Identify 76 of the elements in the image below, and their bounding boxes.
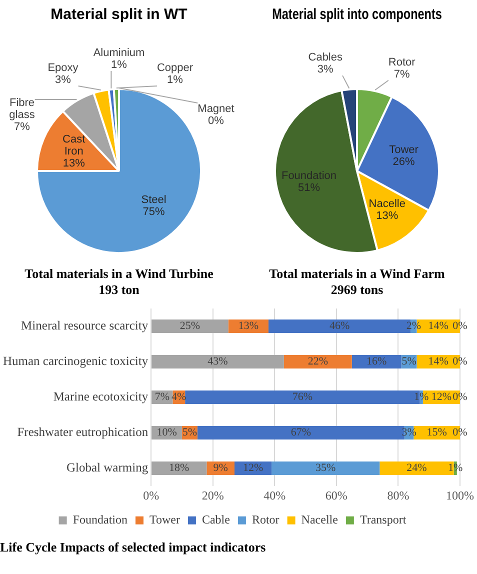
data-label: 10%: [156, 426, 177, 439]
y-tick-label: Human carcinogenic toxicity: [2, 354, 149, 368]
data-label: 5%: [182, 426, 198, 439]
slice-label: Cables: [308, 52, 343, 64]
data-label: 1%: [111, 59, 128, 72]
data-label: 0%: [452, 426, 468, 439]
slice-label: Foundation: [281, 170, 337, 182]
data-label: 3%: [317, 64, 334, 76]
x-tick-label: 0%: [143, 488, 160, 502]
bar: [272, 461, 380, 476]
x-tick-label: 40%: [264, 488, 286, 502]
y-tick-label: Global warming: [66, 460, 149, 475]
data-label: 1%: [167, 74, 184, 86]
bar: [284, 354, 352, 369]
category-label: Magnet: [198, 103, 234, 116]
text: Total materials in a Wind Farm 2969 tons: [268, 266, 446, 298]
data-label: 7%: [14, 121, 30, 134]
slice-label: Cast Iron: [62, 133, 86, 158]
slice-label: Tower: [389, 144, 419, 156]
data-label: 7%: [394, 68, 410, 80]
legend-label: Rotor: [252, 512, 280, 527]
data-label: 13%: [238, 320, 258, 332]
y-tick-label: Marine ecotoxicity: [53, 390, 149, 404]
legend-label: Tower: [149, 512, 180, 527]
slice-label: Steel: [141, 194, 166, 206]
data-label: 9%: [213, 462, 228, 474]
text: Life Cycle Impacts of selected impact indicators: [0, 540, 266, 555]
chart-title: Material split into components: [272, 6, 442, 22]
slice-label: Nacelle: [368, 198, 406, 210]
data-label: 0%: [452, 356, 468, 368]
data-label: 12%: [431, 391, 452, 404]
slice-label: Aluminium: [93, 47, 145, 60]
data-label: 26%: [392, 156, 416, 168]
data-label: 51%: [298, 182, 320, 194]
data-label: 16%: [366, 356, 387, 368]
legend-label: Cable: [202, 512, 230, 527]
data-label: 7%: [154, 391, 170, 404]
slice-label: Rotor: [388, 56, 416, 68]
data-label: 0%: [452, 391, 468, 404]
data-label: 3%: [55, 74, 72, 86]
data-label: 15%: [426, 426, 447, 439]
data-label: 12%: [242, 462, 264, 474]
data-label: 13%: [376, 210, 398, 222]
data-label: 22%: [308, 356, 328, 368]
data-label: 46%: [329, 320, 350, 332]
data-label: 76%: [292, 391, 313, 404]
legend-label: Nacelle: [301, 512, 338, 527]
data-label: 75%: [142, 206, 166, 218]
data-label: 5%: [402, 356, 416, 368]
data-label: 18%: [169, 462, 190, 474]
slice-label: Copper: [156, 62, 194, 74]
x-tick-label: 20%: [202, 488, 224, 502]
data-label: 1%: [448, 462, 463, 474]
slice-label: Fibre glass: [9, 97, 36, 122]
bar: [152, 319, 228, 334]
legend-label: Transport: [360, 512, 407, 527]
text: 0%: [208, 115, 224, 128]
data-label: 0%: [452, 320, 468, 332]
text: Total materials in a Wind Turbine 193 ton: [24, 266, 214, 298]
bar: [152, 354, 284, 369]
data-label: 35%: [316, 462, 336, 474]
chart-title: Material split in WT: [50, 6, 188, 24]
x-tick-label: 80%: [387, 488, 410, 502]
y-tick-label: Mineral resource scarcity: [21, 318, 149, 333]
y-tick-label: Freshwater eutrophication: [17, 425, 149, 440]
slice-label: Epoxy: [48, 62, 79, 74]
x-tick-label: 60%: [325, 488, 348, 502]
data-label: 13%: [62, 157, 86, 170]
data-label: 24%: [406, 462, 427, 474]
legend-label: Foundation: [72, 512, 128, 527]
data-label: 14%: [428, 356, 448, 368]
data-label: 14%: [428, 320, 448, 332]
x-tick-label: 100%: [446, 488, 474, 502]
data-label: 67%: [290, 426, 311, 439]
data-label: 25%: [180, 320, 200, 332]
data-label: 43%: [208, 356, 228, 368]
